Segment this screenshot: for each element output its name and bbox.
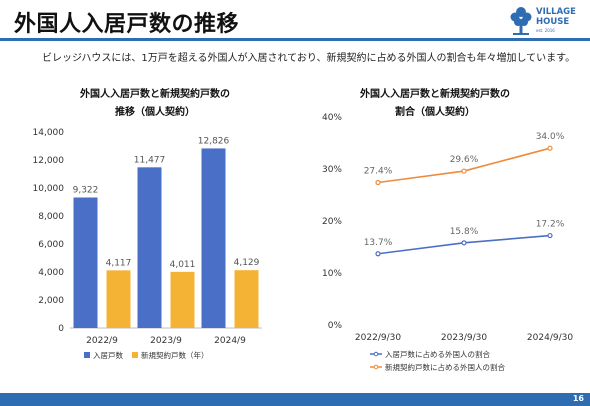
bar-legend-label: 入居戸数 xyxy=(93,350,123,360)
line-series-new-contracts xyxy=(377,147,551,184)
bar-residents xyxy=(137,167,162,328)
line-y-tick-label: 30% xyxy=(322,165,342,175)
line-x-tick-label: 2022/9/30 xyxy=(355,333,401,343)
line-data-label: 17.2% xyxy=(536,220,565,230)
bar-x-tick-label: 2024/9 xyxy=(214,336,246,346)
bar-y-tick-label: 6,000 xyxy=(38,240,64,250)
page-number: 16 xyxy=(572,394,584,403)
bar-chart-title-line2: 推移（個人契約） xyxy=(115,107,195,118)
line-data-label: 27.4% xyxy=(364,167,393,177)
bar-x-tick-label: 2023/9 xyxy=(150,336,182,346)
title-divider xyxy=(0,38,590,41)
bar-y-tick-label: 14,000 xyxy=(33,128,65,138)
line-y-tick-label: 0% xyxy=(328,321,343,331)
line-legend-label: 入居戸数に占める外国人の割合 xyxy=(385,349,490,359)
line-chart-title-line1: 外国人入居戸数と新規契約戸数の xyxy=(360,89,510,100)
bar-residents xyxy=(201,148,226,328)
line-legend-marker xyxy=(373,351,379,357)
line-point xyxy=(547,232,553,239)
line-chart-title: 外国人入居戸数と新規契約戸数の 割合（個人契約） xyxy=(325,86,545,122)
bar-new-contracts xyxy=(234,270,259,328)
bar-legend-swatch xyxy=(84,352,90,358)
logo-sub: est. 2016 xyxy=(536,28,555,33)
line-legend-label: 新規契約戸数に占める外国人の割合 xyxy=(385,362,505,372)
page-title: 外国人入居戸数の推移 xyxy=(14,12,240,37)
line-y-tick-label: 10% xyxy=(322,269,342,279)
line-x-tick-label: 2024/9/30 xyxy=(527,333,573,343)
bar-y-tick-label: 10,000 xyxy=(33,184,65,194)
line-point xyxy=(375,179,381,186)
line-point xyxy=(547,145,553,151)
logo-line2: HOUSE xyxy=(536,17,570,27)
bar-chart-title: 外国人入居戸数と新規契約戸数の 推移（個人契約） xyxy=(50,86,260,122)
bar-y-tick-label: 8,000 xyxy=(38,212,64,222)
footer-bar xyxy=(0,393,590,406)
bar-data-label: 11,477 xyxy=(134,155,166,165)
bar-data-label: 4,129 xyxy=(234,258,260,268)
line-chart: 0% 10% 20% 30% 40% 13.7% 15.8% 17.2% 27.4% 29.6% 3… xyxy=(322,113,573,372)
bar-new-contracts xyxy=(106,270,131,328)
bar-residents xyxy=(73,197,98,328)
bar-chart-title-line1: 外国人入居戸数と新規契約戸数の xyxy=(80,89,230,100)
page-subtitle: ビレッジハウスには、1万戸を超える外国人が入居されており、新規契約に占める外国人… xyxy=(42,53,576,64)
bar-x-tick-label: 2022/9 xyxy=(86,336,118,346)
logo-line1: VILLAGE xyxy=(536,7,576,17)
line-x-tick-label: 2023/9/30 xyxy=(441,333,487,343)
bar-y-tick-label: 0 xyxy=(58,324,64,334)
bar-new-contracts xyxy=(170,271,195,328)
line-legend-marker xyxy=(373,364,379,370)
line-point xyxy=(461,168,467,174)
line-data-label: 29.6% xyxy=(450,155,479,165)
bar-data-label: 4,117 xyxy=(106,258,132,268)
bar-data-label: 4,011 xyxy=(170,260,196,270)
line-y-tick-label: 40% xyxy=(322,113,342,123)
line-point xyxy=(461,240,467,246)
line-chart-title-line2: 割合（個人契約） xyxy=(395,107,475,118)
bar-data-label: 9,322 xyxy=(73,185,99,195)
line-data-label: 34.0% xyxy=(536,132,565,142)
bar-legend-swatch xyxy=(132,352,138,358)
line-y-tick-label: 20% xyxy=(322,217,342,227)
bar-y-tick-label: 12,000 xyxy=(33,156,65,166)
bar-y-tick-label: 2,000 xyxy=(38,296,64,306)
village-house-logo: VILLAGE HOUSE est. 2016 xyxy=(508,5,584,37)
line-data-label: 13.7% xyxy=(364,238,393,248)
line-data-label: 15.8% xyxy=(450,227,479,237)
bar-y-tick-label: 4,000 xyxy=(38,268,64,278)
bar-legend-label: 新規契約戸数（年） xyxy=(141,350,209,360)
bar-data-label: 12,826 xyxy=(198,136,230,146)
bar-chart: 0 2,000 4,000 6,000 8,000 10,000 12,000 14,000 9… xyxy=(33,128,262,360)
tree-icon xyxy=(510,7,532,35)
line-point xyxy=(375,251,381,257)
